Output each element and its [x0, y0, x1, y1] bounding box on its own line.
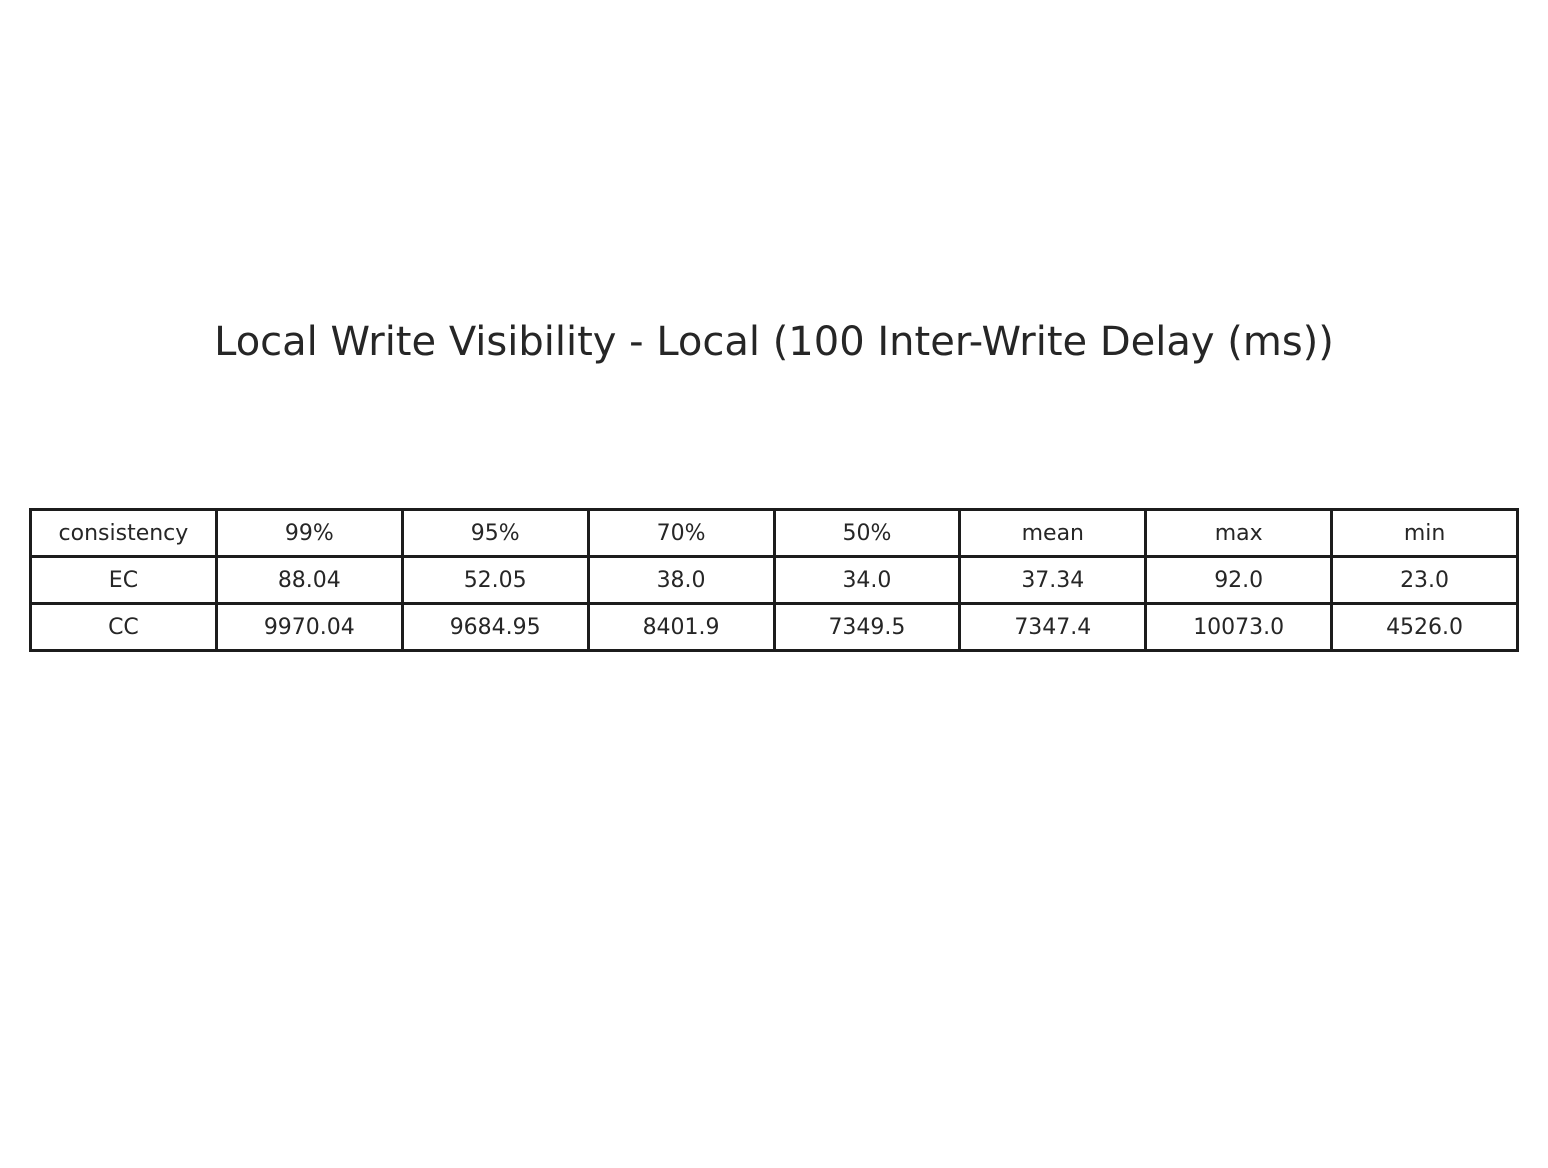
- header-cell-min: min: [1330, 508, 1519, 558]
- header-cell-p99: 99%: [214, 508, 404, 558]
- table-cell: 7347.4: [958, 602, 1148, 652]
- table-cell: 9684.95: [400, 602, 590, 652]
- table-cell: 7349.5: [772, 602, 962, 652]
- table-cell: 8401.9: [586, 602, 776, 652]
- table-cell: 9970.04: [214, 602, 404, 652]
- table-cell: 38.0: [586, 555, 776, 605]
- header-cell-consistency: consistency: [29, 508, 218, 558]
- table-cell: 88.04: [214, 555, 404, 605]
- table-row: CC 9970.04 9684.95 8401.9 7349.5 7347.4 …: [29, 602, 1519, 652]
- row-label-cell: EC: [29, 555, 218, 605]
- table-cell: 92.0: [1144, 555, 1334, 605]
- table-cell: 23.0: [1330, 555, 1519, 605]
- table-cell: 34.0: [772, 555, 962, 605]
- header-cell-p95: 95%: [400, 508, 590, 558]
- header-cell-p70: 70%: [586, 508, 776, 558]
- header-cell-max: max: [1144, 508, 1334, 558]
- header-cell-p50: 50%: [772, 508, 962, 558]
- table-cell: 37.34: [958, 555, 1148, 605]
- table-row: EC 88.04 52.05 38.0 34.0 37.34 92.0 23.0: [29, 555, 1519, 605]
- header-cell-mean: mean: [958, 508, 1148, 558]
- table-header-row: consistency 99% 95% 70% 50% mean max min: [29, 508, 1519, 558]
- table-cell: 10073.0: [1144, 602, 1334, 652]
- table-cell: 52.05: [400, 555, 590, 605]
- table-cell: 4526.0: [1330, 602, 1519, 652]
- chart-title: Local Write Visibility - Local (100 Inte…: [214, 319, 1334, 365]
- row-label-cell: CC: [29, 602, 218, 652]
- data-table: consistency 99% 95% 70% 50% mean max min…: [29, 508, 1519, 652]
